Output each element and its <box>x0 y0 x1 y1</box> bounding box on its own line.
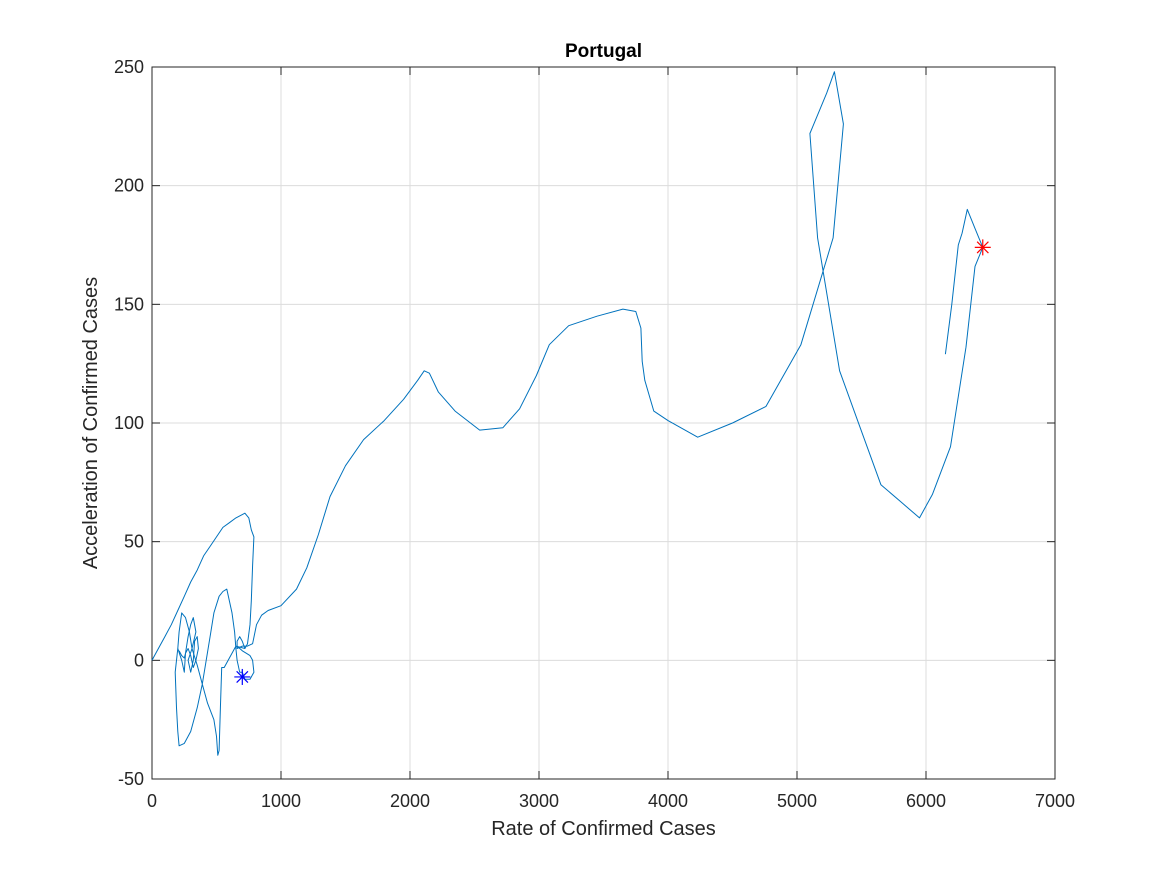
x-tick-label: 5000 <box>777 791 817 811</box>
chart-title: Portugal <box>565 41 642 62</box>
series-line-main <box>151 71 984 661</box>
start-marker-stroke <box>236 670 249 684</box>
x-tick-label: 7000 <box>1035 791 1075 811</box>
end-marker <box>974 239 991 256</box>
axis-ticks: 0 1000 2000 3000 4000 5000 6000 7000-5005010015… <box>114 57 1075 811</box>
y-tick-label: 100 <box>114 413 144 433</box>
x-tick-label: 1000 <box>261 791 301 811</box>
x-tick-label: 3000 <box>519 791 559 811</box>
x-axis-label: Rate of Confirmed Cases <box>491 818 716 840</box>
start-marker <box>234 668 251 685</box>
x-tick-label: 4000 <box>648 791 688 811</box>
y-tick-label: -50 <box>118 769 144 789</box>
y-tick-label: 200 <box>114 176 144 196</box>
x-tick-label: 0 <box>147 791 157 811</box>
series-line-wiggle <box>177 617 199 673</box>
y-tick-label: 150 <box>114 294 144 314</box>
x-tick-label: 6000 <box>906 791 946 811</box>
y-tick-label: 250 <box>114 57 144 77</box>
grid <box>151 66 1056 780</box>
y-tick-label: 0 <box>134 650 144 670</box>
y-axis-label: Acceleration of Confirmed Cases <box>80 277 102 569</box>
x-tick-label: 2000 <box>390 791 430 811</box>
end-marker-stroke <box>976 241 989 254</box>
y-tick-label: 50 <box>124 532 144 552</box>
markers-group <box>234 239 991 685</box>
